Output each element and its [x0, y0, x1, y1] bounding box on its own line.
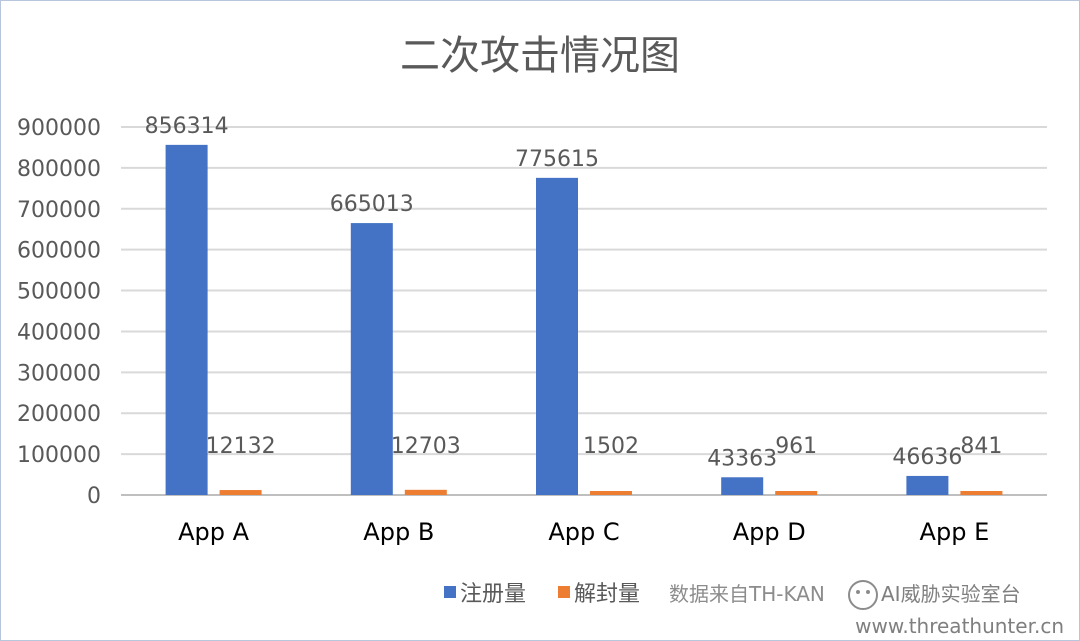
bar-registrations	[165, 144, 208, 495]
bar-unbans	[960, 491, 1003, 495]
watermark: AI威胁实验室台	[848, 580, 1021, 610]
data-label-unbans: 12703	[391, 434, 461, 459]
data-label-unbans: 12132	[206, 434, 276, 459]
y-tick-label: 600000	[17, 239, 101, 264]
legend-label-unbans: 解封量	[574, 582, 640, 607]
data-label-registrations: 665013	[330, 192, 414, 217]
bar-registrations	[906, 475, 949, 495]
data-label-registrations: 46636	[892, 445, 962, 470]
y-tick-label: 0	[87, 484, 101, 509]
legend-swatch-unbans	[558, 586, 570, 598]
legend: 注册量 解封量	[444, 582, 640, 607]
legend-label-registrations: 注册量	[460, 582, 526, 607]
bar-unbans	[219, 490, 262, 495]
bar-series	[165, 144, 1003, 496]
x-axis-categories: App A App B App C App D App E	[178, 518, 989, 546]
x-category-label: App C	[548, 518, 619, 546]
x-category-label: App E	[920, 518, 990, 546]
wechat-icon-eye-left	[856, 590, 860, 594]
y-tick-label: 200000	[17, 402, 101, 427]
data-label-unbans: 841	[960, 434, 1002, 459]
data-labels: 856314 12132 665013 12703 775615 1502 43363961…	[145, 114, 1003, 471]
data-label-unbans: 1502	[583, 434, 639, 459]
x-category-label: App B	[363, 518, 434, 546]
y-tick-label: 900000	[17, 116, 101, 141]
legend-swatch-registrations	[444, 586, 456, 598]
bar-unbans	[775, 491, 818, 495]
data-label-registrations: 775615	[515, 147, 599, 172]
y-tick-label: 800000	[17, 157, 101, 182]
bar-registrations	[350, 223, 393, 496]
x-category-label: App A	[178, 518, 250, 546]
x-category-label: App D	[733, 518, 806, 546]
data-label-registrations: 856314	[145, 114, 229, 139]
y-tick-label: 700000	[17, 198, 101, 223]
chart-title: 二次攻击情况图	[400, 33, 680, 79]
wechat-icon-eye-right	[866, 590, 870, 594]
source-url: www.threathunter.cn	[855, 614, 1064, 638]
wechat-icon	[848, 580, 878, 610]
y-tick-label: 400000	[17, 320, 101, 345]
data-label-registrations: 43363	[707, 446, 777, 471]
y-tick-label: 500000	[17, 280, 101, 305]
bar-registrations	[536, 177, 578, 495]
watermark-text: AI威胁实验室台	[881, 582, 1021, 606]
bar-unbans	[590, 491, 632, 495]
y-axis-ticks: 0 100000 200000 300000 400000 500000 600000 700…	[17, 116, 101, 509]
bar-registrations	[721, 477, 764, 495]
gridlines	[121, 126, 1047, 456]
data-label-unbans: 961	[775, 434, 817, 459]
source-note: 数据来自TH-KAN	[669, 582, 825, 606]
bar-unbans	[404, 489, 447, 495]
y-tick-label: 300000	[17, 361, 101, 386]
y-tick-label: 100000	[17, 443, 101, 468]
